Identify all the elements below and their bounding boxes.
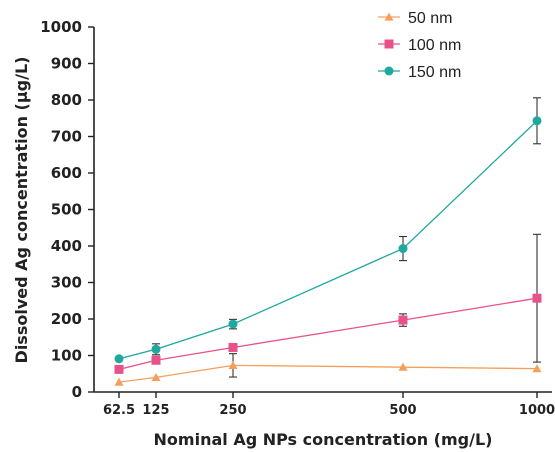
axes [94, 27, 552, 392]
data-point [152, 345, 161, 354]
legend-item: 150 nm [378, 64, 461, 81]
y-tick-label: 500 [51, 201, 82, 219]
legend-item: 100 nm [378, 37, 461, 54]
y-tick-label: 300 [51, 274, 82, 292]
x-tick-label: 1000 [519, 403, 555, 418]
y-tick-label: 200 [51, 310, 82, 328]
legend: 50 nm 100 nm 150 nm [378, 10, 461, 81]
legend-marker [385, 67, 394, 76]
data-point [115, 354, 124, 363]
data-point [533, 294, 542, 303]
data-point [229, 343, 238, 352]
y-tick-label: 600 [51, 164, 82, 182]
y-tick-label: 1000 [40, 18, 82, 36]
y-tick-label: 0 [72, 383, 82, 401]
y-ticks: 0 100 200 300 400 500 600 700 800 900 1000 [40, 18, 94, 401]
series-150-nm [115, 98, 542, 363]
series-50-nm [115, 354, 542, 386]
series-line [119, 298, 537, 369]
x-tick-label: 62.5 [103, 403, 135, 418]
legend-label: 150 nm [408, 64, 461, 81]
data-point [115, 365, 124, 374]
series-100-nm [115, 234, 542, 374]
data-point [229, 320, 238, 329]
data-point [399, 244, 408, 253]
legend-marker [385, 40, 394, 49]
series-line [119, 365, 537, 382]
y-tick-label: 100 [51, 347, 82, 365]
legend-item: 50 nm [378, 10, 452, 27]
data-point [399, 316, 408, 325]
data-point [152, 356, 161, 365]
x-tick-label: 250 [219, 403, 246, 418]
y-axis-title: Dissolved Ag concentration (μg/L) [12, 57, 31, 364]
x-axis-title: Nominal Ag NPs concentration (mg/L) [154, 430, 493, 449]
y-tick-label: 900 [51, 55, 82, 73]
x-tick-label: 125 [142, 403, 169, 418]
x-tick-label: 500 [389, 403, 416, 418]
legend-label: 100 nm [408, 37, 461, 54]
x-ticks: 62.5 125 250 500 1000 [103, 392, 555, 418]
series-layer [115, 98, 542, 386]
y-tick-label: 800 [51, 91, 82, 109]
series-line [119, 121, 537, 359]
y-tick-label: 700 [51, 128, 82, 146]
legend-label: 50 nm [408, 10, 452, 27]
data-point [533, 116, 542, 125]
y-tick-label: 400 [51, 237, 82, 255]
